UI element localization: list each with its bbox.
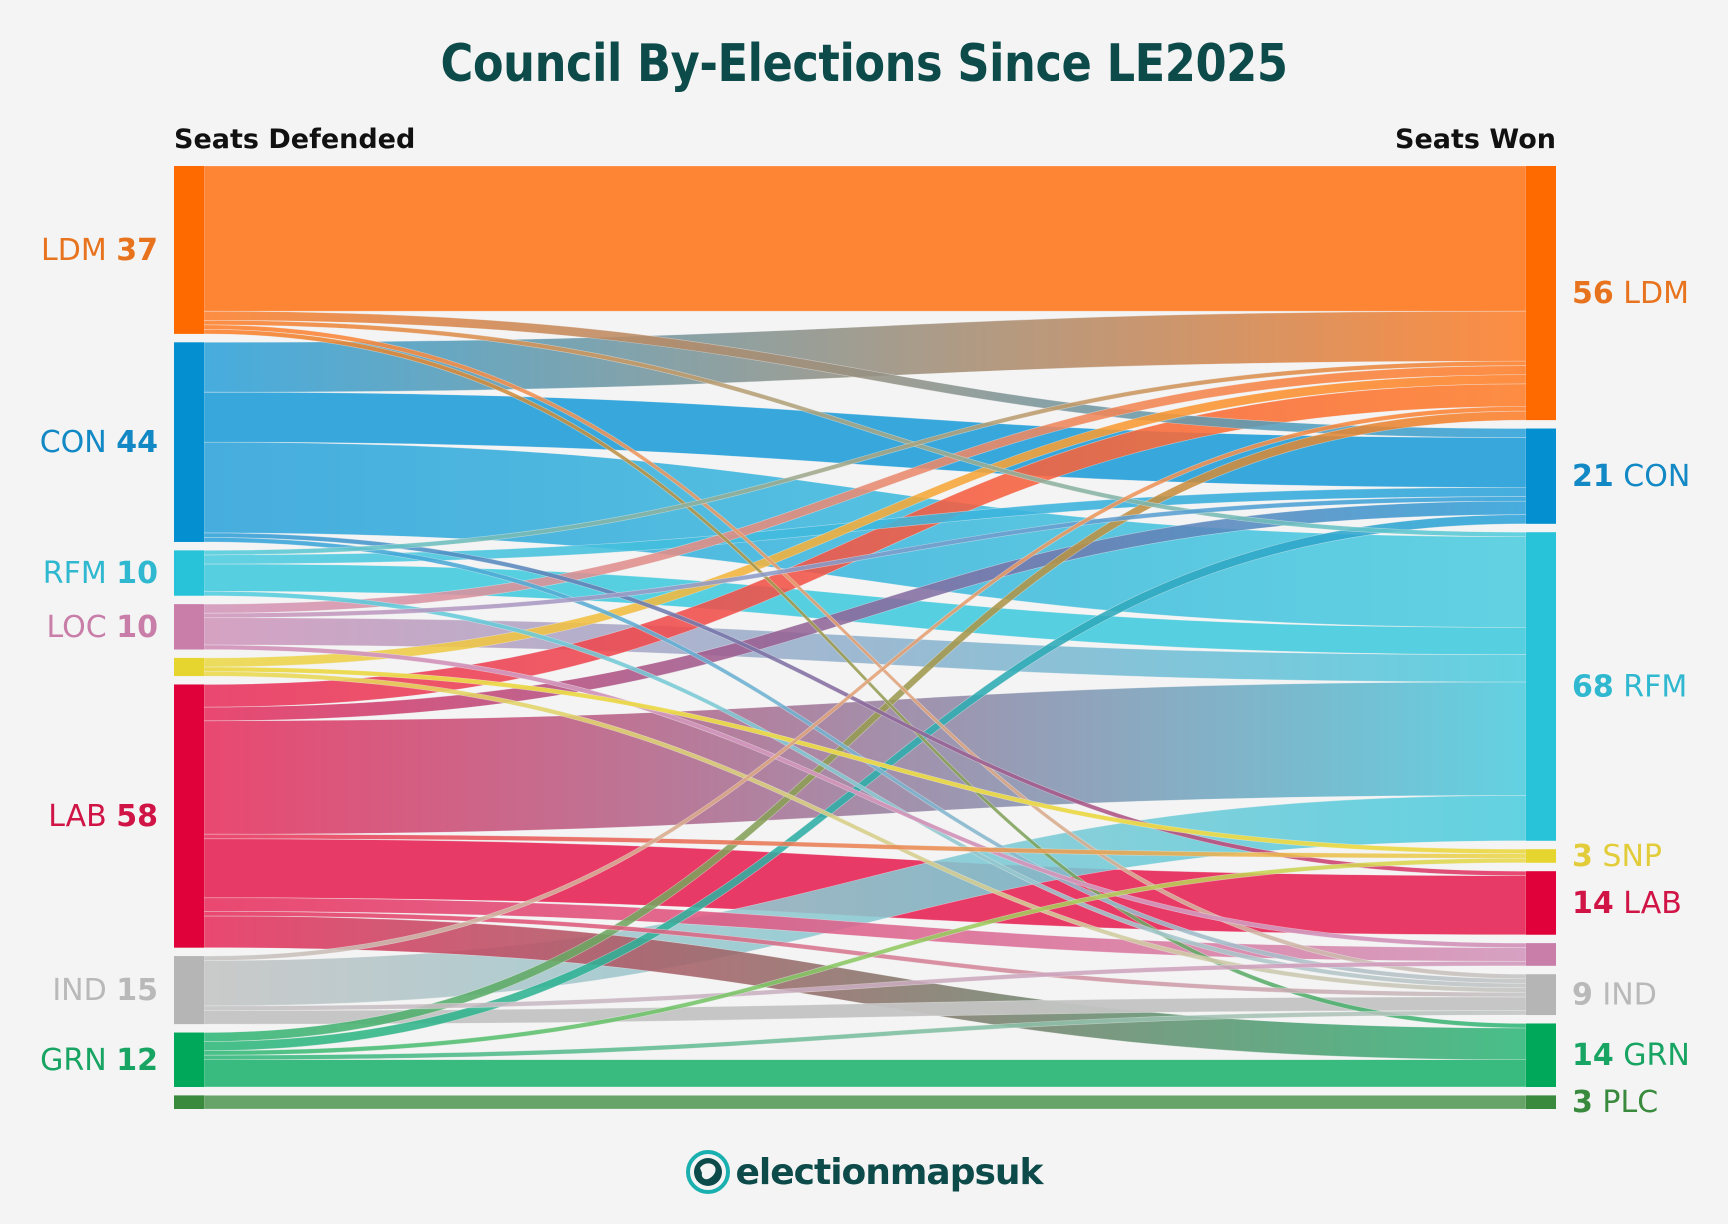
left-label-con: CON 44 [40, 425, 158, 460]
right-node-rfm [1526, 532, 1556, 841]
seat-count: 37 [116, 232, 158, 267]
seat-count: 56 [1572, 276, 1614, 311]
party-name: LAB [48, 799, 107, 834]
seat-count: 14 [1572, 885, 1614, 920]
right-label-con: 21 CON [1572, 459, 1690, 494]
left-node-ind [174, 956, 204, 1025]
right-column-header: Seats Won [1395, 124, 1556, 155]
right-node-ind [1526, 974, 1556, 1016]
left-column-header: Seats Defended [174, 124, 416, 155]
party-name: PLC [1602, 1085, 1658, 1120]
brand-logo: electionmapsuk [0, 1150, 1728, 1194]
seat-count: 21 [1572, 459, 1614, 494]
seat-count: 3 [1572, 1085, 1593, 1120]
seat-count: 3 [1572, 838, 1593, 873]
party-name: LOC [46, 609, 106, 644]
left-label-grn: GRN 12 [40, 1042, 158, 1077]
globe-logo-icon [685, 1150, 730, 1194]
left-node-snp [174, 657, 204, 677]
left-label-ldm: LDM 37 [41, 232, 158, 267]
right-label-lab: 14 LAB [1572, 885, 1682, 920]
seat-count: 10 [116, 556, 158, 591]
left-node-rfm [174, 550, 204, 596]
right-node-ldm [1526, 166, 1556, 421]
chart-title: Council By-Elections Since LE2025 [440, 34, 1288, 94]
left-node-lab [174, 684, 204, 948]
seat-count: 58 [116, 799, 158, 834]
logo-text: electionmapsuk [735, 1151, 1044, 1193]
party-name: IND [52, 973, 106, 1008]
seat-count: 15 [116, 973, 158, 1008]
right-node-grn [1526, 1023, 1556, 1087]
flows-layer [203, 165, 1527, 1110]
left-node-plc [174, 1095, 204, 1109]
seat-count: 14 [1572, 1038, 1614, 1073]
party-name: CON [40, 425, 107, 460]
party-name: LAB [1623, 885, 1682, 920]
flow-ind-to-loc [203, 960, 1527, 1011]
left-node-grn [174, 1032, 204, 1087]
left-label-lab: LAB 58 [48, 799, 158, 834]
right-node-lab [1526, 871, 1556, 935]
seat-count: 44 [116, 425, 158, 460]
party-name: CON [1623, 459, 1690, 494]
left-node-con [174, 342, 204, 542]
right-label-grn: 14 GRN [1572, 1038, 1690, 1073]
left-label-rfm: RFM 10 [43, 556, 158, 591]
party-name: GRN [1623, 1038, 1690, 1073]
party-name: IND [1602, 977, 1656, 1012]
right-label-ldm: 56 LDM [1572, 276, 1689, 311]
flow-grn-to-ind [203, 1010, 1527, 1061]
right-label-ind: 9 IND [1572, 977, 1657, 1012]
left-label-ind: IND 15 [52, 973, 158, 1008]
party-name: GRN [40, 1042, 107, 1077]
seat-count: 12 [116, 1042, 158, 1077]
flow-ldm-to-ldm [203, 165, 1527, 312]
seat-count: 9 [1572, 977, 1593, 1012]
flow-grn-to-snp [203, 857, 1527, 1056]
seat-count: 68 [1572, 669, 1614, 704]
party-name: RFM [1623, 669, 1687, 704]
party-name: RFM [43, 556, 107, 591]
right-label-snp: 3 SNP [1572, 838, 1662, 873]
flow-grn-to-grn [203, 1059, 1527, 1088]
right-node-snp [1526, 849, 1556, 863]
seat-count: 10 [116, 609, 158, 644]
right-label-rfm: 68 RFM [1572, 669, 1687, 704]
flow-plc-to-plc [203, 1095, 1527, 1110]
right-node-plc [1526, 1095, 1556, 1109]
right-node-loc [1526, 943, 1556, 966]
left-node-loc [174, 604, 204, 650]
party-name: SNP [1602, 838, 1662, 873]
party-name: LDM [1623, 276, 1689, 311]
left-node-ldm [174, 166, 204, 334]
party-name: LDM [41, 232, 107, 267]
right-label-plc: 3 PLC [1572, 1085, 1658, 1120]
nodes-layer [174, 166, 1556, 1109]
left-label-loc: LOC 10 [46, 609, 158, 644]
right-node-con [1526, 428, 1556, 524]
